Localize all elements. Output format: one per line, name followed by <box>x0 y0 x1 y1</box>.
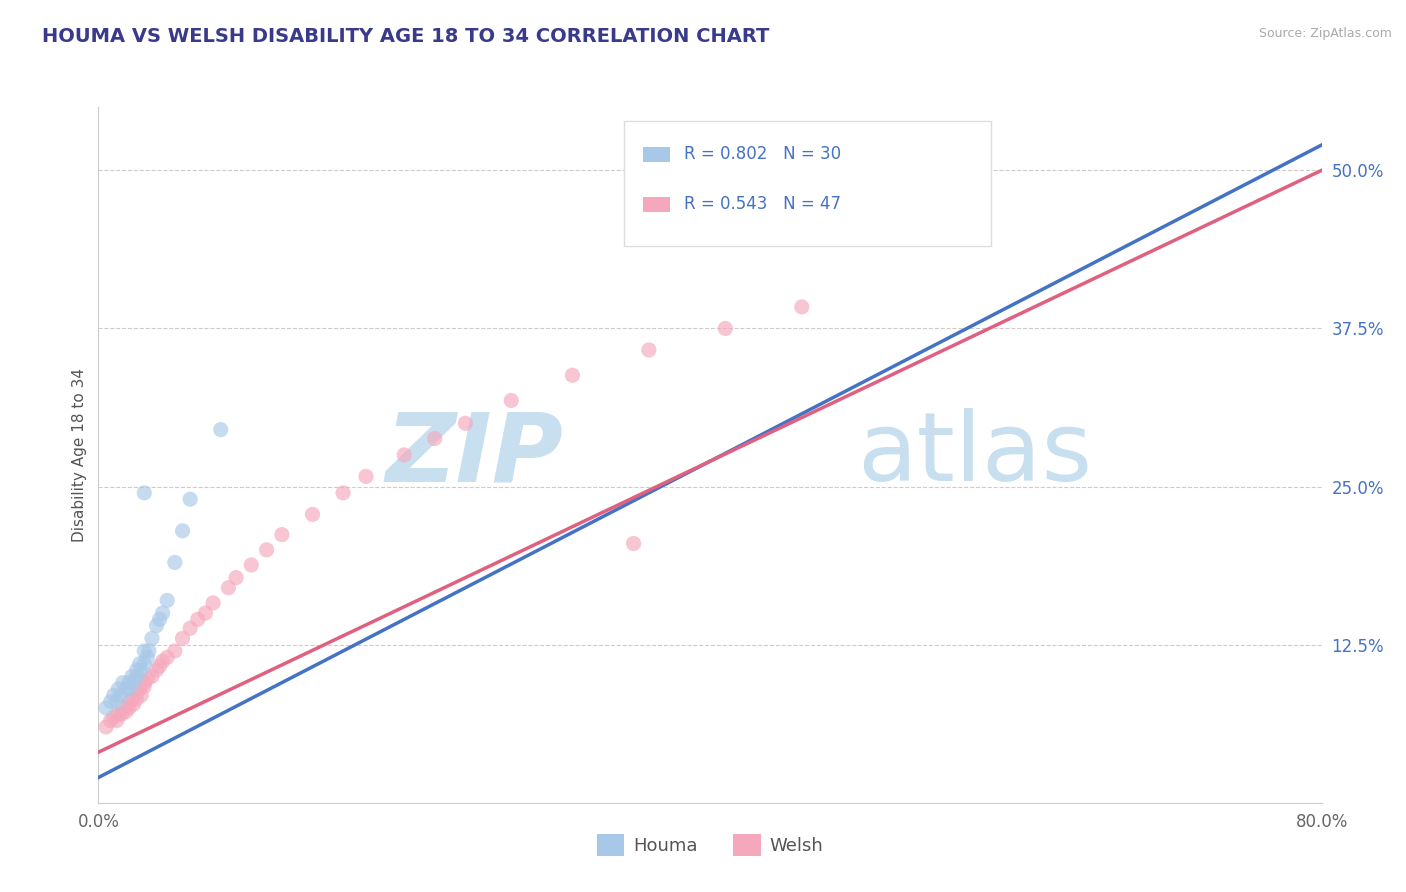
Point <box>423 432 446 446</box>
Point <box>392 448 416 462</box>
Point <box>129 688 152 702</box>
Point <box>256 542 278 557</box>
Point <box>115 705 138 719</box>
Point <box>179 621 201 635</box>
Point <box>118 681 141 696</box>
Bar <box>643 197 669 212</box>
Point <box>107 707 129 722</box>
Point <box>270 527 292 541</box>
Point <box>179 492 201 507</box>
Point <box>225 571 247 585</box>
Point <box>100 695 122 709</box>
Point <box>94 701 117 715</box>
Point <box>145 618 167 632</box>
Point <box>94 720 117 734</box>
Y-axis label: Disability Age 18 to 34: Disability Age 18 to 34 <box>72 368 87 542</box>
Point <box>163 556 186 570</box>
Point <box>138 644 160 658</box>
Point <box>128 681 150 696</box>
Text: atlas: atlas <box>856 409 1092 501</box>
Point <box>103 688 125 702</box>
Point <box>125 692 148 706</box>
Point <box>136 650 159 665</box>
Point <box>454 417 477 431</box>
Point <box>111 701 134 715</box>
Point <box>134 486 156 500</box>
Point <box>156 593 179 607</box>
Text: HOUMA VS WELSH DISABILITY AGE 18 TO 34 CORRELATION CHART: HOUMA VS WELSH DISABILITY AGE 18 TO 34 C… <box>42 27 769 45</box>
FancyBboxPatch shape <box>624 121 991 246</box>
Legend: Houma, Welsh: Houma, Welsh <box>589 827 831 863</box>
Point <box>105 695 128 709</box>
Point <box>790 300 813 314</box>
Point <box>354 469 377 483</box>
Point <box>107 681 129 696</box>
Point <box>105 714 128 728</box>
Point <box>194 606 217 620</box>
Point <box>118 675 141 690</box>
Point <box>134 675 156 690</box>
Bar <box>643 146 669 162</box>
Point <box>141 632 163 646</box>
Point <box>172 632 194 646</box>
Point <box>217 581 239 595</box>
Point <box>134 644 156 658</box>
Point <box>152 606 174 620</box>
Point <box>152 654 174 668</box>
Point <box>128 657 150 671</box>
Point <box>714 321 737 335</box>
Point <box>122 675 145 690</box>
Point <box>240 558 263 572</box>
Point <box>129 663 152 677</box>
Point <box>149 612 172 626</box>
Point <box>134 680 156 694</box>
Point <box>125 684 148 698</box>
Point <box>125 669 148 683</box>
Point <box>501 393 523 408</box>
Point <box>103 710 125 724</box>
Point <box>202 596 225 610</box>
Point <box>118 695 141 709</box>
Point <box>110 707 132 722</box>
Point <box>121 669 143 683</box>
Text: Source: ZipAtlas.com: Source: ZipAtlas.com <box>1258 27 1392 40</box>
Point <box>125 663 148 677</box>
Point <box>122 697 145 711</box>
Point <box>301 508 323 522</box>
Point <box>561 368 583 383</box>
Point <box>623 536 645 550</box>
Text: ZIP: ZIP <box>385 409 564 501</box>
Point <box>121 692 143 706</box>
Point <box>332 486 354 500</box>
Point <box>118 701 141 715</box>
Point <box>145 663 167 677</box>
Point <box>172 524 194 538</box>
Point <box>115 681 138 696</box>
Point <box>141 669 163 683</box>
Point <box>209 423 232 437</box>
Point <box>136 672 159 686</box>
Point <box>149 659 172 673</box>
Point <box>100 714 122 728</box>
Point <box>163 644 186 658</box>
Point <box>187 612 209 626</box>
Text: R = 0.543   N = 47: R = 0.543 N = 47 <box>685 195 841 213</box>
Text: R = 0.802   N = 30: R = 0.802 N = 30 <box>685 145 841 163</box>
Point <box>637 343 661 357</box>
Point <box>111 675 134 690</box>
Point <box>156 650 179 665</box>
Point <box>110 688 132 702</box>
Point <box>134 657 156 671</box>
